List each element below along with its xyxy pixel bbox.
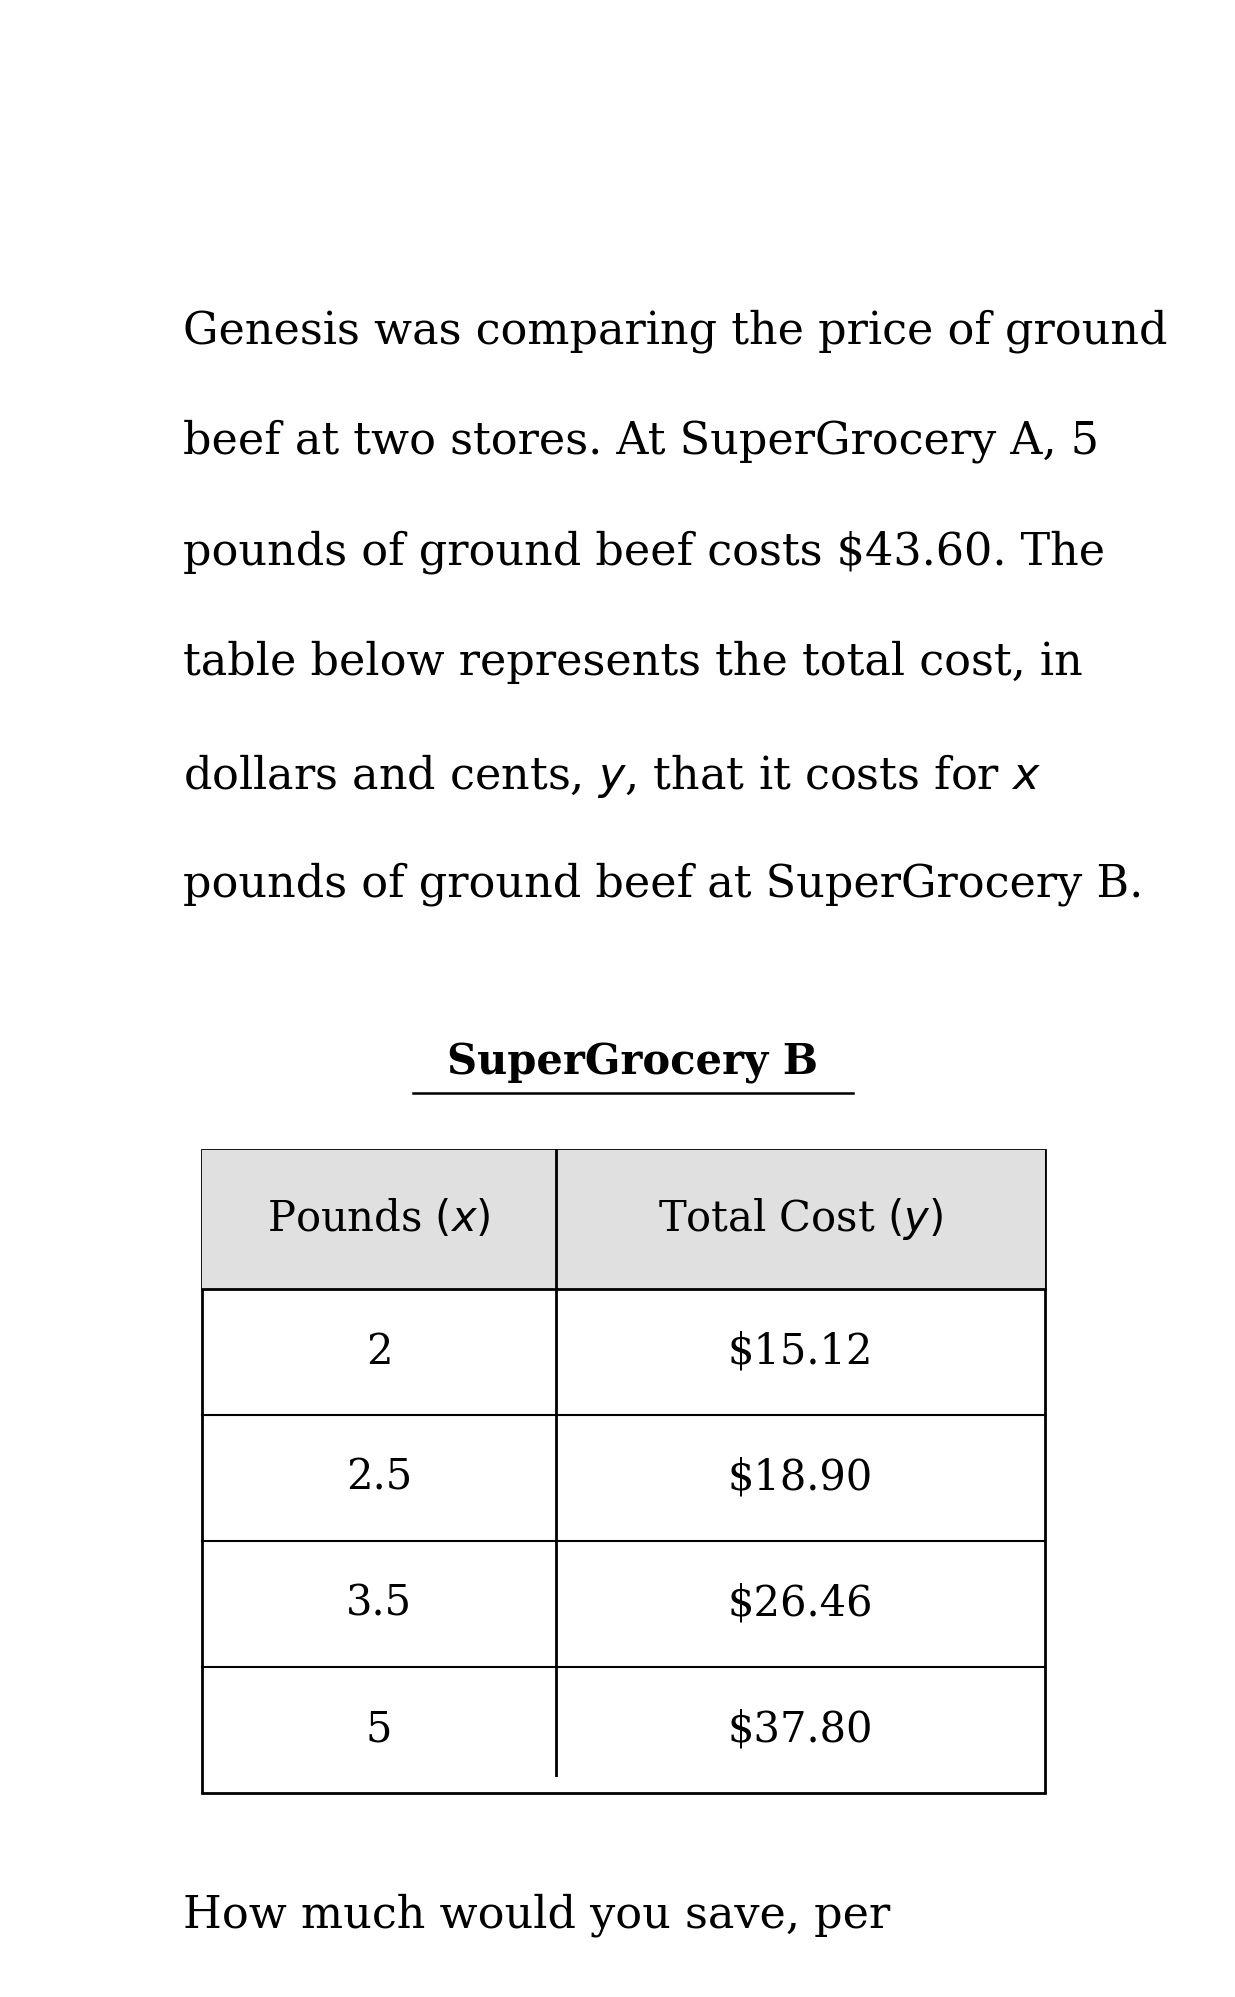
Text: 2.5: 2.5 [346,1456,412,1500]
Text: pounds of ground beef costs $43.60. The: pounds of ground beef costs $43.60. The [183,531,1105,573]
Text: dollars and cents, $y$, that it costs for $x$: dollars and cents, $y$, that it costs fo… [183,751,1041,799]
Text: 2: 2 [366,1330,393,1372]
Text: Total Cost $(y)$: Total Cost $(y)$ [658,1196,942,1242]
Text: beef at two stores. At SuperGrocery A, 5: beef at two stores. At SuperGrocery A, 5 [183,419,1099,463]
Text: SuperGrocery B: SuperGrocery B [447,1042,819,1084]
Text: pounds of ground beef at SuperGrocery B.: pounds of ground beef at SuperGrocery B. [183,863,1144,907]
Text: $18.90: $18.90 [727,1456,873,1500]
Text: table below represents the total cost, in: table below represents the total cost, i… [183,641,1083,685]
Text: 5: 5 [366,1709,393,1751]
FancyBboxPatch shape [203,1150,1045,1793]
Text: Genesis was comparing the price of ground: Genesis was comparing the price of groun… [183,310,1167,353]
Text: How much would you save, per: How much would you save, per [183,1893,890,1937]
Text: $37.80: $37.80 [727,1709,873,1751]
Text: $15.12: $15.12 [727,1330,873,1372]
Text: Pounds $(x)$: Pounds $(x)$ [267,1198,490,1240]
FancyBboxPatch shape [203,1150,1045,1288]
Text: $26.46: $26.46 [727,1584,873,1626]
Text: 3.5: 3.5 [346,1584,412,1626]
